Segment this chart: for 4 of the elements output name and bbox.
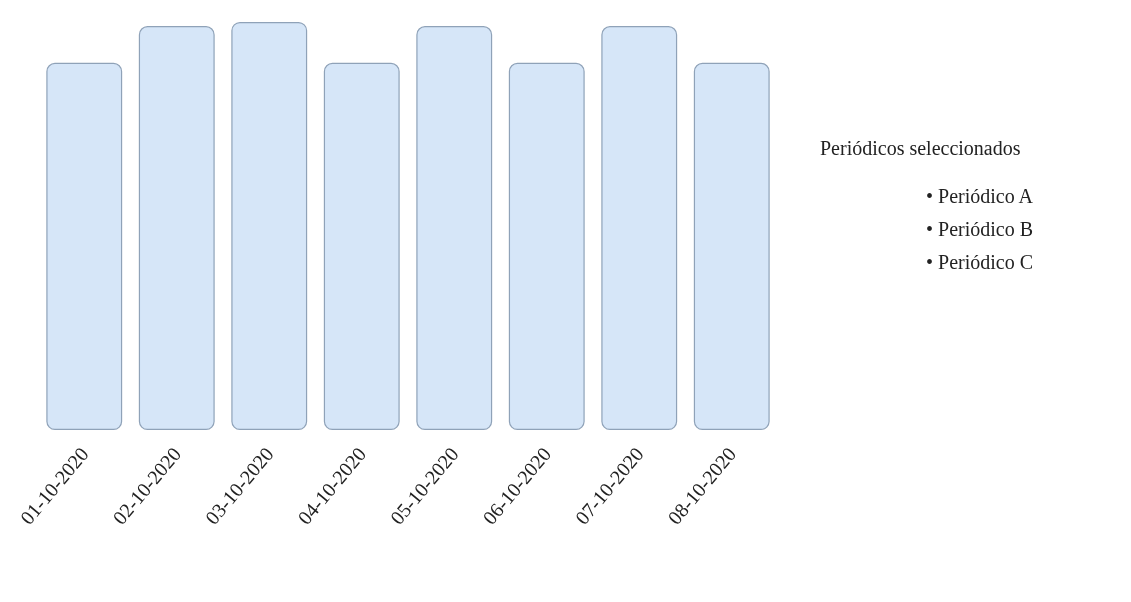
text: Periódicos seleccionados [820, 137, 1021, 159]
text: • Periódico C [926, 251, 1033, 273]
text: • Periódico A [926, 185, 1034, 207]
text: • Periódico B [926, 218, 1033, 240]
